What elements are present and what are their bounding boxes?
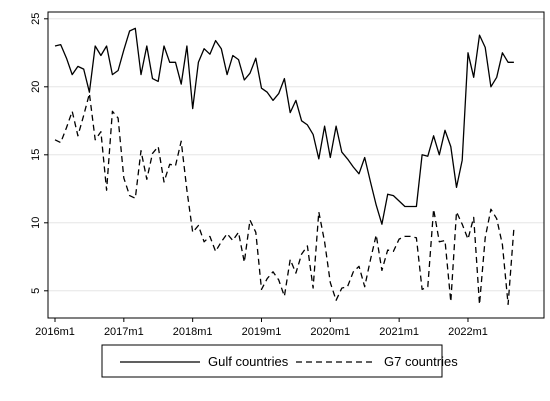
legend-box bbox=[101, 344, 443, 378]
x-tick-label-2018m1: 2018m1 bbox=[173, 326, 213, 338]
y-tick-label-15: 15 bbox=[30, 149, 42, 161]
y-tick-label-5: 5 bbox=[30, 288, 42, 294]
grid bbox=[48, 18, 544, 292]
legend-label-gulf: Gulf countries bbox=[208, 354, 289, 369]
y-tick-label-10: 10 bbox=[30, 217, 42, 229]
series-layer bbox=[54, 27, 515, 306]
series-line-gulf bbox=[54, 27, 514, 225]
y-tick-label-20: 20 bbox=[30, 81, 42, 93]
y-tick-label-25: 25 bbox=[30, 13, 42, 25]
y-axis: 5 10 15 20 25 bbox=[30, 13, 48, 294]
legend-label-g7: G7 countries bbox=[384, 354, 458, 369]
x-axis: 2016m1 2017m1 2018m1 2019m1 2020m1 2021m1 2022… bbox=[35, 318, 488, 338]
x-tick-label-2017m1: 2017m1 bbox=[104, 326, 144, 338]
x-tick-label-2021m1: 2021m1 bbox=[379, 326, 419, 338]
x-tick-label-2020m1: 2020m1 bbox=[310, 326, 350, 338]
legend: Gulf countries G7 countries bbox=[101, 344, 458, 378]
series-line-g7 bbox=[54, 92, 515, 306]
x-tick-label-2022m1: 2022m1 bbox=[448, 326, 488, 338]
x-tick-label-2019m1: 2019m1 bbox=[242, 326, 282, 338]
x-tick-label-2016m1: 2016m1 bbox=[35, 326, 75, 338]
plot-frame bbox=[47, 11, 545, 319]
